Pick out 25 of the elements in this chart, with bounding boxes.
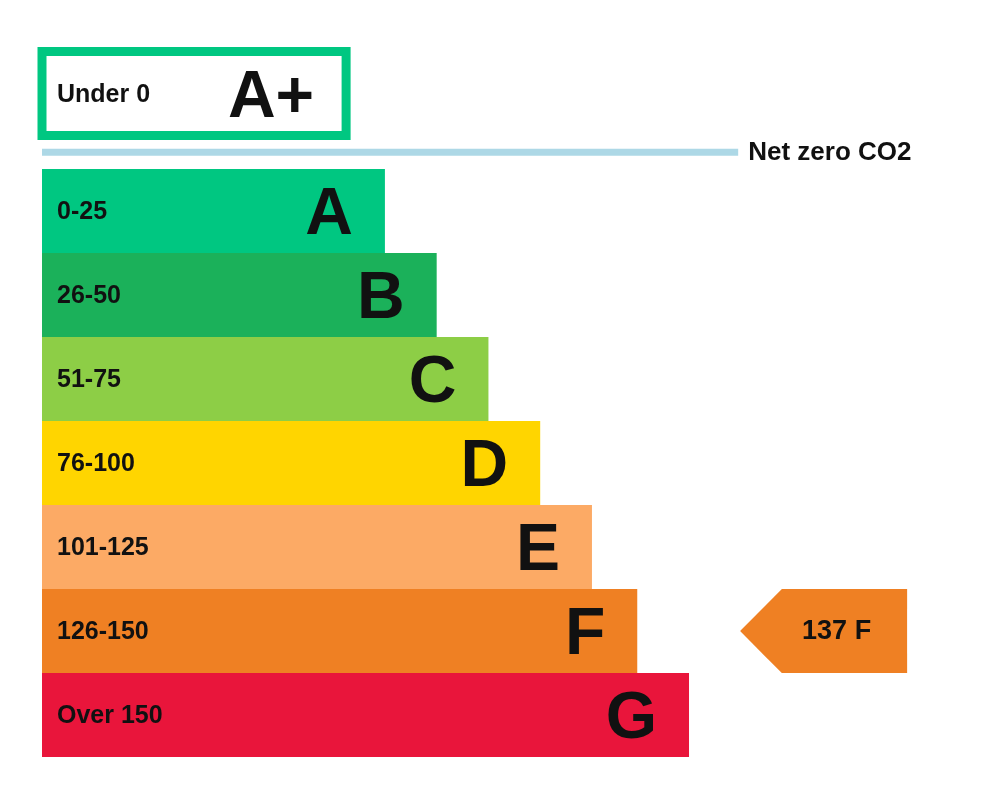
annotation: F — [564, 594, 606, 669]
y-tick-label: 76-100 — [57, 448, 135, 477]
y-tick-label: 0-25 — [57, 196, 108, 225]
y-tick-label: 126-150 — [57, 616, 149, 645]
y-tick-label: 101-125 — [57, 532, 149, 561]
annotation: G — [605, 678, 658, 753]
y-tick-label: 51-75 — [57, 364, 122, 393]
text: 137 F — [802, 615, 872, 646]
annotation: A — [305, 174, 353, 249]
y-tick-label: Over 150 — [57, 700, 163, 729]
bar — [42, 337, 489, 422]
annotation: A+ — [227, 56, 315, 131]
bar — [42, 589, 638, 674]
annotation: E — [515, 510, 560, 585]
bar — [42, 169, 385, 254]
bar — [42, 253, 437, 338]
annotation: D — [460, 426, 509, 501]
bar — [42, 673, 690, 758]
annotation: C — [408, 342, 457, 417]
bar — [42, 505, 592, 590]
bar — [42, 421, 541, 506]
y-tick-label: 26-50 — [57, 280, 121, 309]
y-tick-label: Under 0 — [57, 78, 151, 107]
annotation: B — [357, 258, 405, 333]
ref-line-label: Net zero CO2 — [748, 136, 912, 167]
